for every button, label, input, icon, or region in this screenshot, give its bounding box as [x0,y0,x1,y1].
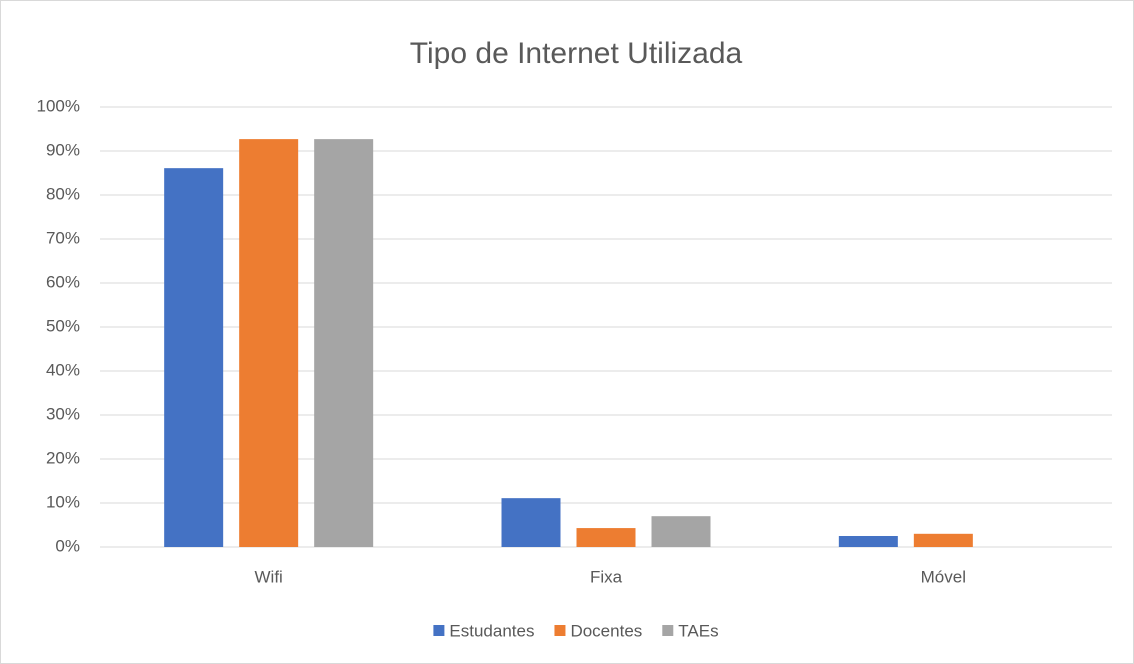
y-tick-label: 50% [46,316,80,335]
legend-label: Docentes [570,621,642,640]
y-tick-label: 10% [46,492,80,511]
legend-label: Estudantes [449,621,534,640]
y-tick-label: 0% [55,536,80,555]
legend-swatch [433,625,445,636]
legend-swatch [662,625,674,636]
bar [164,168,224,547]
y-tick-label: 100% [37,96,80,115]
legend-label: TAEs [678,621,718,640]
x-tick-label: Wifi [255,567,283,586]
bar [314,139,374,547]
bar [651,516,711,547]
x-tick-label: Móvel [921,567,966,586]
bar [576,528,636,547]
y-tick-label: 90% [46,140,80,159]
bar [838,536,898,547]
x-tick-label: Fixa [590,567,623,586]
bar [501,498,561,547]
y-tick-label: 60% [46,272,80,291]
y-tick-label: 70% [46,228,80,247]
y-tick-label: 20% [46,448,80,467]
bar [913,533,973,547]
y-tick-label: 30% [46,404,80,423]
y-tick-label: 40% [46,360,80,379]
legend-swatch [554,625,566,636]
y-tick-label: 80% [46,184,80,203]
bar [239,139,299,547]
chart-title: Tipo de Internet Utilizada [410,37,743,70]
